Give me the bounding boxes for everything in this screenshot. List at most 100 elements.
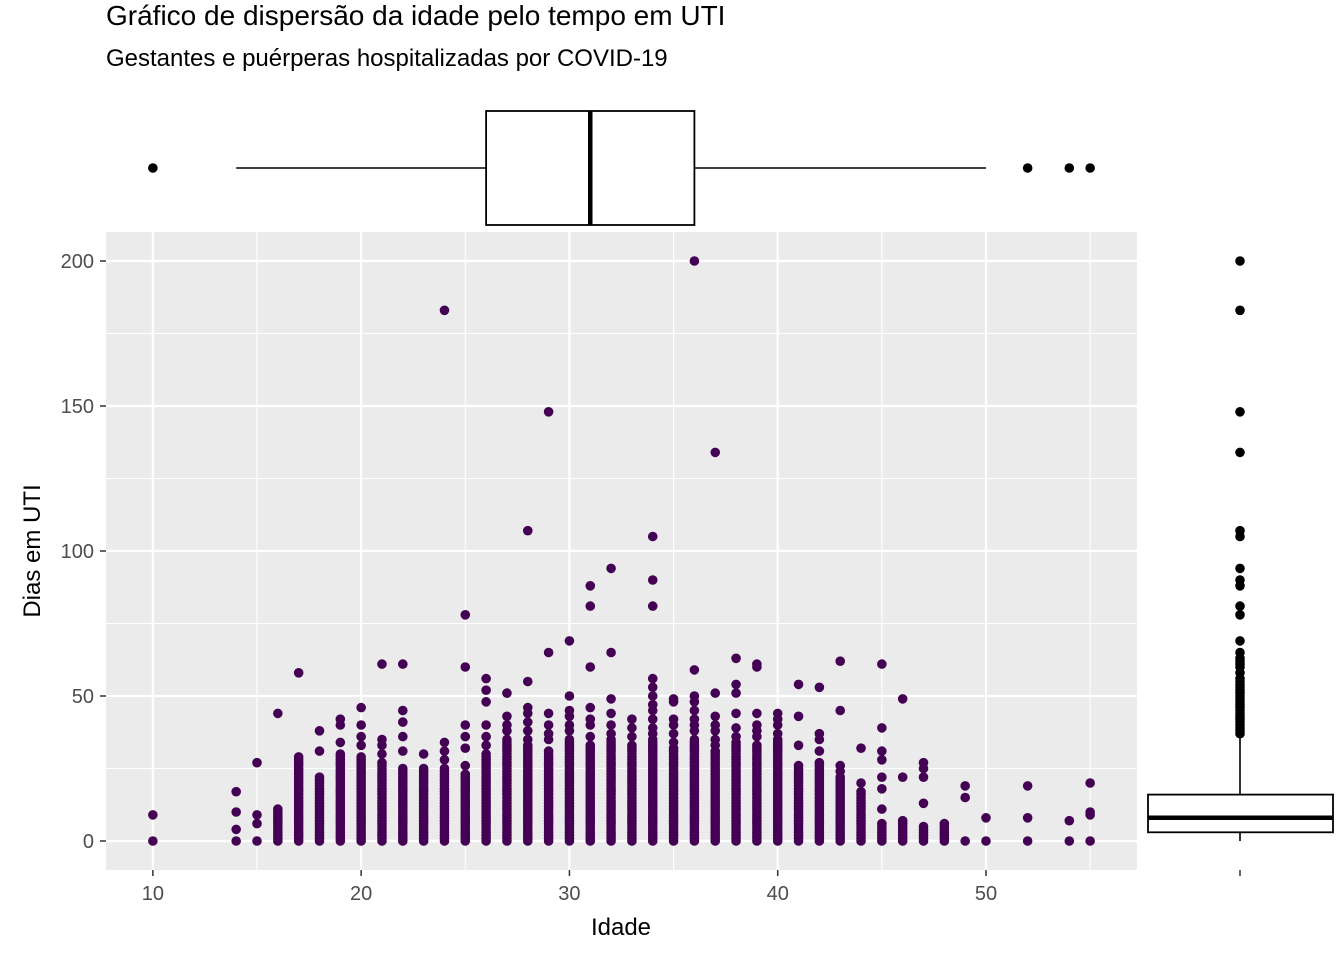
data-point: [231, 824, 241, 835]
y-box-outlier: [1235, 563, 1245, 574]
y-box-outlier: [1235, 447, 1245, 458]
data-point: [439, 763, 450, 774]
data-point: [752, 708, 762, 719]
y-box-outlier: [1235, 525, 1245, 536]
y-box-outlier: [1235, 610, 1245, 620]
chart-subtitle: Gestantes e puérperas hospitalizadas por…: [106, 45, 668, 72]
data-point: [293, 668, 304, 678]
data-point: [148, 836, 158, 846]
y-tick-label: 100: [61, 541, 94, 563]
data-point: [335, 749, 346, 759]
data-point: [752, 740, 762, 751]
data-point: [856, 743, 866, 753]
data-point: [668, 714, 679, 724]
data-point: [377, 757, 387, 768]
data-point: [460, 731, 471, 742]
data-point: [543, 407, 554, 417]
data-point: [710, 447, 721, 458]
data-point: [647, 673, 658, 684]
data-point: [439, 305, 450, 316]
data-point: [543, 708, 554, 719]
data-point: [710, 734, 721, 745]
data-point: [897, 694, 908, 704]
data-point: [731, 679, 741, 690]
data-point: [460, 610, 471, 620]
data-point: [460, 769, 471, 780]
x-tick-label: 10: [142, 883, 164, 905]
data-point: [1022, 836, 1033, 846]
data-point: [1064, 815, 1075, 826]
data-point: [148, 810, 158, 820]
data-point: [564, 720, 575, 730]
y-box-outlier: [1235, 575, 1245, 585]
data-point: [522, 726, 533, 736]
y-tick-label: 0: [83, 831, 94, 853]
data-point: [668, 728, 679, 739]
data-point: [627, 723, 637, 733]
data-point: [502, 734, 512, 745]
x-tick-label: 20: [350, 883, 372, 905]
y-box-iqr: [1147, 793, 1334, 834]
data-point: [460, 720, 471, 730]
data-point: [293, 752, 304, 762]
x-box-outlier: [1064, 163, 1075, 173]
data-point: [481, 740, 491, 751]
data-point: [918, 821, 929, 832]
data-point: [647, 575, 658, 585]
data-point: [564, 705, 575, 716]
data-point: [647, 714, 658, 724]
data-point: [502, 711, 512, 722]
data-point: [398, 705, 408, 716]
data-point: [356, 720, 366, 730]
y-box-outlier: [1235, 407, 1245, 417]
data-point: [585, 601, 596, 611]
data-point: [606, 728, 616, 739]
data-point: [398, 659, 408, 669]
data-point: [647, 601, 658, 611]
data-point: [606, 720, 616, 730]
data-point: [439, 737, 450, 748]
data-point: [502, 720, 512, 730]
data-point: [314, 726, 325, 736]
data-point: [647, 531, 658, 542]
data-point: [481, 685, 491, 695]
data-point: [918, 772, 929, 782]
data-point: [627, 731, 637, 742]
data-point: [398, 763, 408, 774]
y-tick-label: 150: [61, 396, 94, 418]
data-point: [356, 740, 366, 751]
data-point: [481, 749, 491, 759]
y-box-outlier: [1235, 256, 1245, 266]
y-box-outlier: [1235, 305, 1245, 316]
data-point: [231, 836, 241, 846]
data-point: [793, 679, 804, 690]
data-point: [939, 818, 950, 829]
data-point: [377, 749, 387, 759]
data-point: [543, 647, 554, 658]
data-point: [481, 731, 491, 742]
data-point: [398, 746, 408, 756]
data-point: [252, 836, 262, 846]
data-point: [231, 807, 241, 817]
y-tick-label: 50: [72, 686, 94, 708]
data-point: [710, 711, 721, 722]
data-point: [522, 702, 533, 713]
data-point: [356, 752, 366, 762]
data-point: [835, 760, 845, 771]
data-point: [439, 755, 450, 765]
data-point: [252, 818, 262, 829]
data-point: [564, 691, 575, 701]
data-point: [543, 720, 554, 730]
data-point: [960, 781, 970, 791]
data-point: [1022, 781, 1033, 791]
data-point: [877, 755, 887, 765]
x-tick-label: 40: [767, 883, 789, 905]
y-axis-ticks: 0 50 100 150 200: [61, 251, 106, 853]
data-point: [689, 256, 700, 266]
data-point: [710, 688, 721, 698]
data-point: [814, 757, 825, 768]
x-axis-title: Idade: [591, 914, 651, 941]
data-point: [877, 723, 887, 733]
data-point: [585, 740, 596, 751]
